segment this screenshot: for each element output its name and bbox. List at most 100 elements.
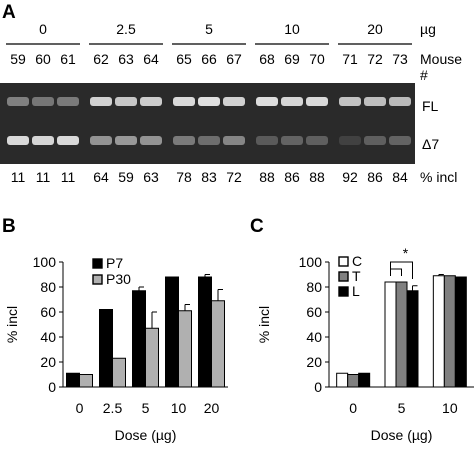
x-tick-label: 10 bbox=[442, 400, 458, 416]
legend-label-p7: P7 bbox=[106, 255, 123, 271]
delta7-band-label: Δ7 bbox=[422, 136, 439, 152]
bar-p30 bbox=[211, 300, 225, 388]
mouse-id: 59 bbox=[10, 51, 26, 67]
legend-label-p30: P30 bbox=[106, 271, 131, 287]
percent-incl-value: 88 bbox=[259, 169, 275, 185]
percent-inclusion-row: 11 11 11 64 59 63 78 83 72 88 86 88 92 86 84 bbox=[11, 169, 408, 185]
bar-p30 bbox=[145, 327, 159, 388]
significance-star: * bbox=[403, 245, 409, 261]
dose-group-label: 0 bbox=[39, 21, 47, 37]
fl-band bbox=[256, 97, 278, 106]
percent-incl-value: 72 bbox=[226, 169, 242, 185]
dose-group-label: 20 bbox=[367, 21, 383, 37]
chart-b: 0 20 40 60 80 100 0 2.5 5 10 20 Dose (µg) % incl P7P3… bbox=[4, 254, 228, 443]
delta7-band bbox=[7, 136, 29, 145]
fl-band bbox=[90, 97, 112, 106]
fl-band bbox=[140, 97, 162, 106]
panel-b-letter: B bbox=[2, 216, 16, 237]
fl-band bbox=[339, 97, 361, 106]
panel-a-letter: A bbox=[2, 2, 16, 23]
x-tick-label: 0 bbox=[349, 400, 357, 416]
panel-c-letter: C bbox=[250, 216, 264, 237]
chart-c: 0 20 40 60 80 100 0 5 10 Dose (µg) % incl CTL * bbox=[256, 245, 474, 443]
significance-bracket bbox=[390, 261, 413, 279]
mouse-id: 73 bbox=[392, 51, 408, 67]
percent-incl-value: 83 bbox=[201, 169, 217, 185]
mouse-id: 66 bbox=[201, 51, 217, 67]
mouse-id: 71 bbox=[342, 51, 358, 67]
percent-incl-value: 11 bbox=[11, 169, 26, 185]
y-tick-label: 40 bbox=[40, 329, 56, 345]
y-tick-label: 20 bbox=[40, 354, 56, 370]
delta7-band bbox=[281, 136, 303, 145]
y-tick-label: 60 bbox=[40, 304, 56, 320]
legend-swatch-p30 bbox=[92, 274, 103, 285]
delta7-band bbox=[364, 136, 386, 145]
x-tick-label: 5 bbox=[398, 400, 406, 416]
legend-swatch-c bbox=[338, 256, 349, 267]
mouse-label: Mouse bbox=[420, 51, 462, 67]
x-axis-title: Dose (µg) bbox=[371, 427, 433, 443]
y-tick-label: 0 bbox=[314, 379, 322, 395]
percent-incl-value: 86 bbox=[367, 169, 383, 185]
bar-l bbox=[406, 290, 419, 388]
fl-band bbox=[281, 97, 303, 106]
x-tick-label: 20 bbox=[204, 400, 220, 416]
panel-b: B 0 20 40 60 80 100 0 2.5 5 10 20 Dose (µg) % incl P7… bbox=[2, 216, 228, 443]
mouse-id: 62 bbox=[93, 51, 109, 67]
bar-c bbox=[336, 372, 349, 388]
y-tick-label: 80 bbox=[40, 279, 56, 295]
fl-band bbox=[364, 97, 386, 106]
significance-bracket-inner bbox=[390, 268, 402, 276]
bar-c bbox=[432, 275, 445, 388]
delta7-band bbox=[306, 136, 328, 145]
legend-swatch-l bbox=[338, 286, 349, 297]
gel-bands bbox=[7, 97, 411, 145]
y-tick-label: 20 bbox=[306, 354, 322, 370]
dose-group-label: 5 bbox=[205, 21, 213, 37]
bar-p7 bbox=[165, 276, 179, 388]
mouse-hash-label: # bbox=[420, 67, 428, 83]
fl-band bbox=[173, 97, 195, 106]
delta7-band bbox=[32, 136, 54, 145]
x-tick-label: 5 bbox=[142, 400, 150, 416]
mouse-id: 65 bbox=[176, 51, 192, 67]
bar-l bbox=[454, 276, 467, 388]
y-tick-label: 0 bbox=[48, 379, 56, 395]
mouse-id: 70 bbox=[309, 51, 325, 67]
y-tick-label: 100 bbox=[33, 254, 57, 270]
legend-label-c: C bbox=[352, 253, 362, 269]
delta7-band bbox=[256, 136, 278, 145]
legend-label-l: L bbox=[352, 283, 360, 299]
mouse-id: 63 bbox=[118, 51, 134, 67]
percent-incl-value: 63 bbox=[143, 169, 159, 185]
delta7-band bbox=[223, 136, 245, 145]
x-tick-label: 2.5 bbox=[103, 400, 123, 416]
dose-group-label: 2.5 bbox=[116, 21, 136, 37]
mouse-id: 60 bbox=[35, 51, 51, 67]
dose-group-labels: 0 2.5 5 10 20 bbox=[39, 21, 383, 37]
mouse-id-row: 59 60 61 62 63 64 65 66 67 68 69 70 71 72 73 bbox=[10, 51, 408, 67]
mouse-id: 68 bbox=[259, 51, 275, 67]
y-tick-label: 60 bbox=[306, 304, 322, 320]
bar-l bbox=[358, 372, 371, 388]
mouse-id: 72 bbox=[367, 51, 383, 67]
bar-t bbox=[443, 275, 456, 388]
mouse-id: 61 bbox=[60, 51, 76, 67]
mouse-id: 64 bbox=[143, 51, 159, 67]
delta7-band bbox=[173, 136, 195, 145]
x-axis-title: Dose (µg) bbox=[115, 427, 177, 443]
dose-group-label: 10 bbox=[284, 21, 300, 37]
bar-p7 bbox=[99, 309, 113, 388]
bar-t bbox=[395, 281, 408, 388]
fl-band bbox=[115, 97, 137, 106]
delta7-band bbox=[140, 136, 162, 145]
fl-band-label: FL bbox=[422, 98, 439, 114]
fl-band bbox=[32, 97, 54, 106]
x-tick-label: 0 bbox=[76, 400, 84, 416]
percent-incl-value: 92 bbox=[342, 169, 358, 185]
percent-incl-row-label: % incl bbox=[420, 169, 457, 185]
delta7-band bbox=[339, 136, 361, 145]
percent-incl-value: 64 bbox=[93, 169, 109, 185]
